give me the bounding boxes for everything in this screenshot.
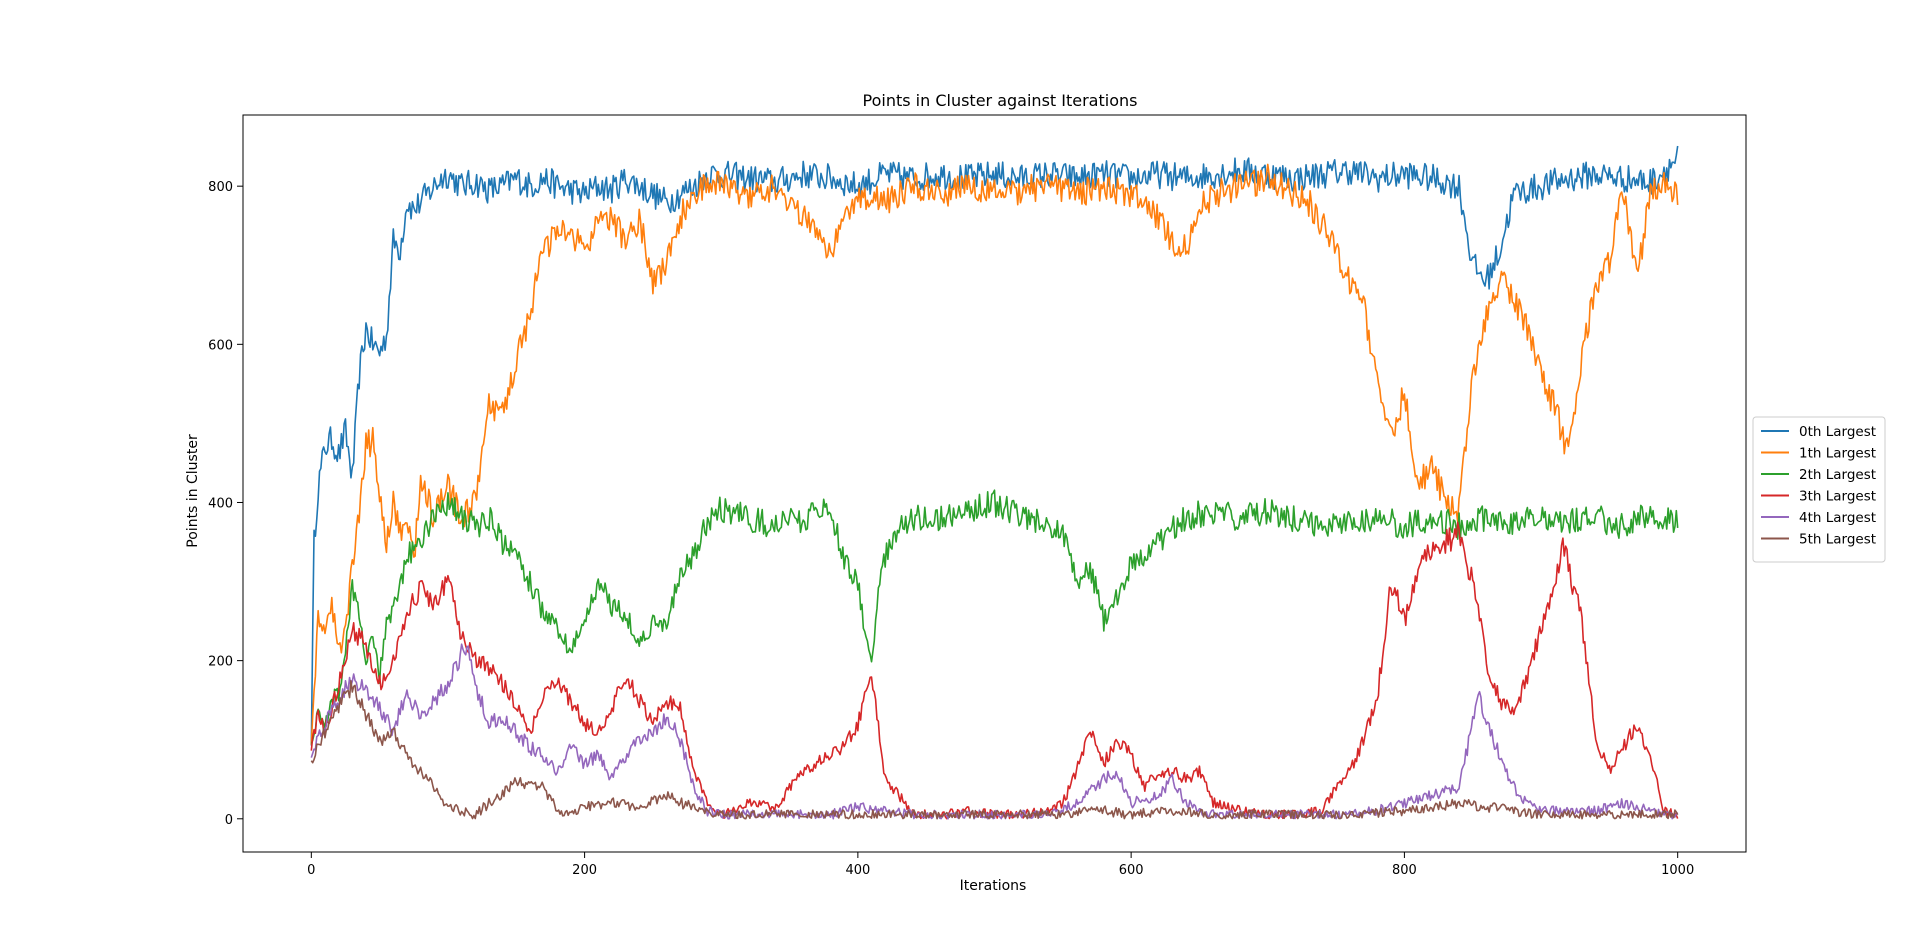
x-tick-label: 0 <box>307 863 315 878</box>
y-axis-label: Points in Cluster <box>185 434 201 548</box>
y-tick-label: 0 <box>225 813 233 828</box>
legend-label: 3th Largest <box>1799 489 1876 505</box>
axes-frame <box>242 114 1747 853</box>
x-tick-label: 800 <box>1392 863 1417 878</box>
y-tick-label: 400 <box>208 496 233 511</box>
x-tick-label: 200 <box>572 863 597 878</box>
legend-label: 2th Largest <box>1799 467 1876 483</box>
x-axis-ticks: 0 200 400 600 800 1000 <box>307 852 1694 878</box>
y-tick-label: 800 <box>208 180 233 195</box>
legend-label: 0th Largest <box>1799 424 1876 440</box>
chart-title: Points in Cluster against Iterations <box>863 91 1138 110</box>
legend-label: 4th Largest <box>1799 510 1876 526</box>
series-line <box>310 489 1679 744</box>
x-axis-label: Iterations <box>960 878 1027 894</box>
series-line <box>310 643 1679 820</box>
x-tick-label: 1000 <box>1661 863 1694 878</box>
y-axis-ticks: 0 200 400 600 800 <box>208 180 243 828</box>
y-tick-label: 600 <box>208 338 233 353</box>
x-tick-label: 400 <box>845 863 870 878</box>
plot-area: 0 200 400 600 800 1000 0 200 400 600 800 <box>208 114 1747 878</box>
legend-label: 5th Largest <box>1799 532 1876 548</box>
x-tick-label: 600 <box>1119 863 1144 878</box>
series-line <box>310 163 1679 745</box>
series-layer <box>310 145 1679 820</box>
legend: 0th Largest 1th Largest 2th Largest 3th Lar… <box>1752 416 1886 563</box>
legend-label: 1th Largest <box>1799 446 1876 462</box>
series-line <box>310 680 1679 820</box>
y-tick-label: 200 <box>208 655 233 670</box>
